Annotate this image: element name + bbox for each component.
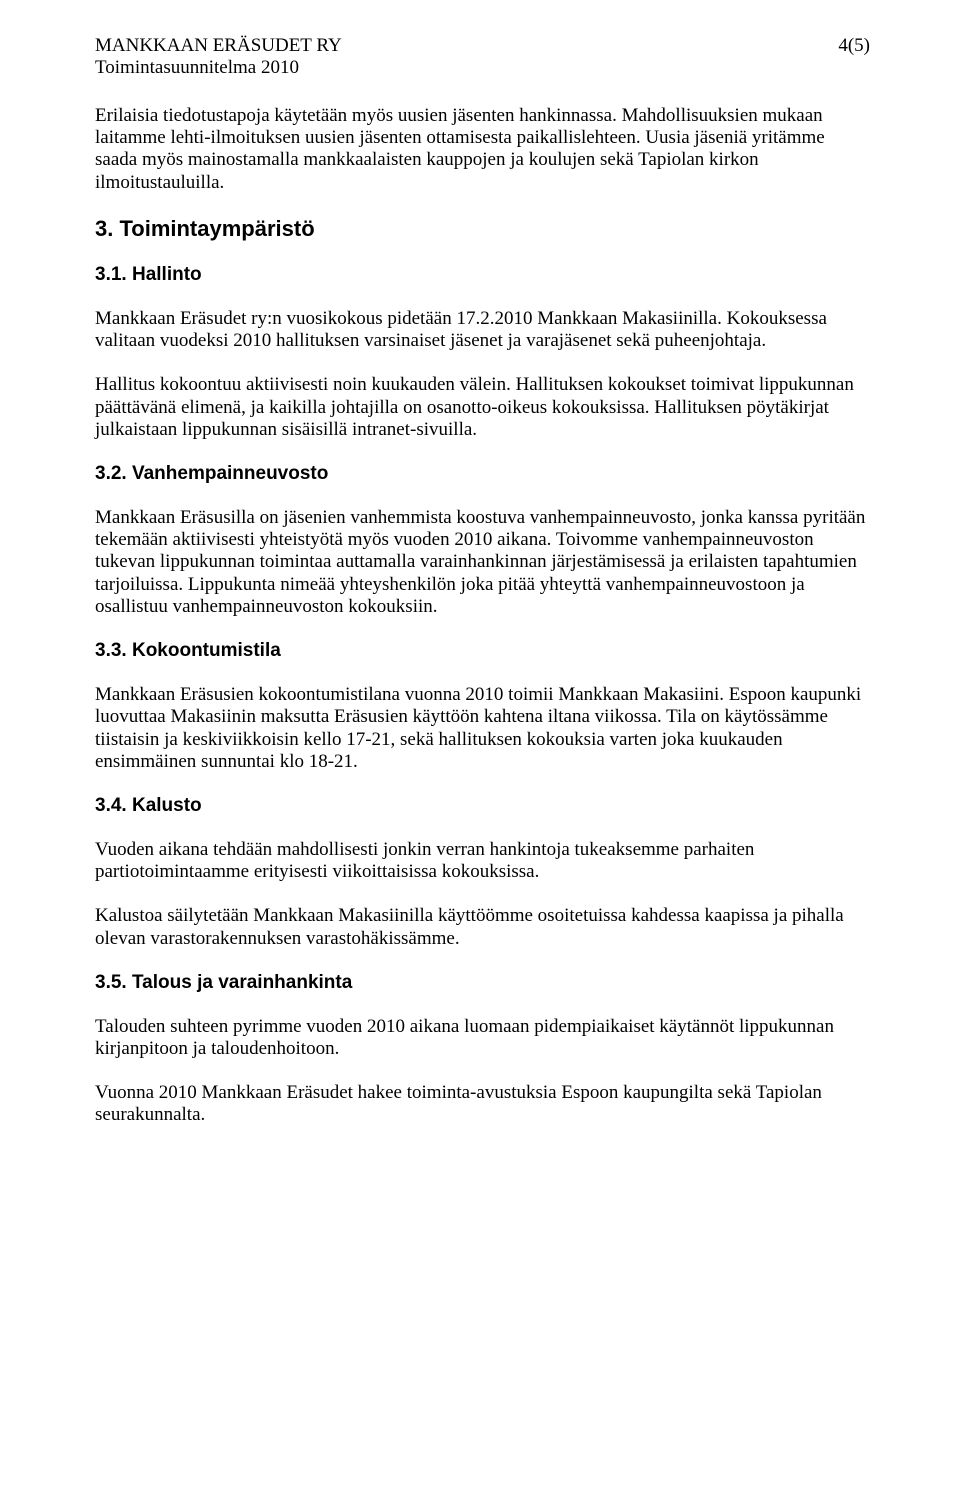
body-paragraph: Mankkaan Eräsudet ry:n vuosikokous pidet… [95,308,870,352]
heading-kokoontumistila: 3.3. Kokoontumistila [95,640,870,662]
heading-kalusto: 3.4. Kalusto [95,795,870,817]
body-paragraph: Mankkaan Eräsusien kokoontumistilana vuo… [95,684,870,773]
page-number: 4(5) [838,35,870,57]
heading-talous: 3.5. Talous ja varainhankinta [95,972,870,994]
doc-subtitle: Toimintasuunnitelma 2010 [95,57,870,79]
body-paragraph: Vuonna 2010 Mankkaan Eräsudet hakee toim… [95,1082,870,1126]
document-page: MANKKAAN ERÄSUDET RY 4(5) Toimintasuunni… [0,0,960,1507]
body-paragraph: Hallitus kokoontuu aktiivisesti noin kuu… [95,374,870,441]
heading-vanhempainneuvosto: 3.2. Vanhempainneuvosto [95,463,870,485]
body-paragraph: Vuoden aikana tehdään mahdollisesti jonk… [95,839,870,883]
body-paragraph: Kalustoa säilytetään Mankkaan Makasiinil… [95,905,870,949]
body-paragraph: Erilaisia tiedotustapoja käytetään myös … [95,105,870,194]
page-header: MANKKAAN ERÄSUDET RY 4(5) [95,35,870,57]
body-paragraph: Mankkaan Eräsusilla on jäsenien vanhemmi… [95,507,870,618]
org-name: MANKKAAN ERÄSUDET RY [95,35,342,57]
heading-hallinto: 3.1. Hallinto [95,264,870,286]
body-paragraph: Talouden suhteen pyrimme vuoden 2010 aik… [95,1016,870,1060]
heading-toimintaymparisto: 3. Toimintaympäristö [95,216,870,242]
